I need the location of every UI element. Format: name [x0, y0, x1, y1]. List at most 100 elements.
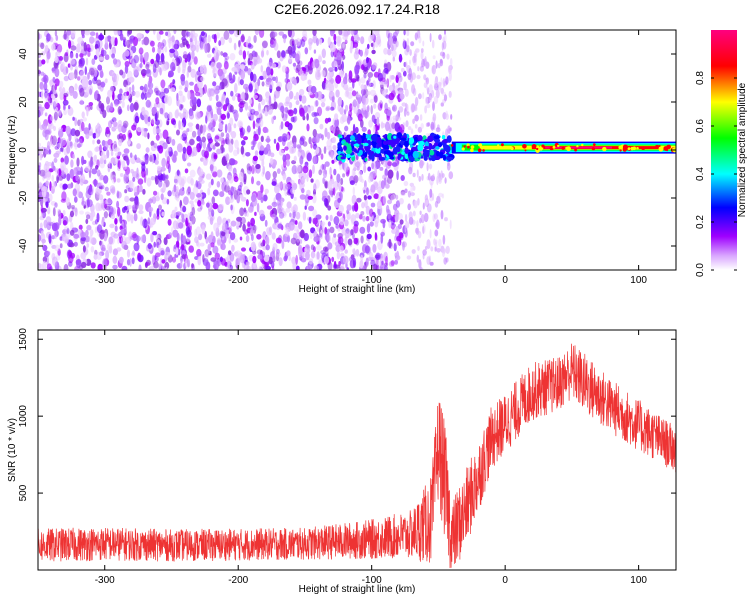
spectral-cell — [388, 85, 394, 92]
spectral-cell — [73, 167, 77, 176]
spectral-cell — [81, 200, 87, 206]
spectral-cell — [84, 30, 91, 36]
spectral-cell — [38, 70, 42, 75]
spectral-cell — [414, 114, 419, 122]
spectral-cell — [117, 151, 122, 156]
spectral-cell — [184, 168, 189, 174]
spectral-cell — [53, 157, 58, 163]
spectral-cell — [422, 226, 425, 234]
spectral-cell — [150, 176, 155, 181]
spectral-cell — [213, 153, 218, 158]
spectral-cell — [51, 222, 58, 232]
spectral-cell — [139, 160, 145, 165]
spectral-cell — [247, 221, 251, 227]
spectral-cell — [312, 129, 317, 138]
spectral-cell — [356, 197, 362, 203]
spectral-cell — [355, 248, 360, 257]
spectral-cell — [159, 107, 164, 115]
spectral-cell — [259, 118, 264, 128]
spectral-cell — [336, 52, 342, 61]
spectral-cell — [272, 171, 277, 179]
spectral-cell — [289, 90, 294, 100]
spectral-cell — [68, 105, 71, 110]
spectral-cell — [370, 257, 376, 262]
spectral-cell — [417, 143, 424, 152]
spectral-cell — [315, 245, 322, 251]
spectral-cell — [444, 30, 446, 35]
spectral-cell — [348, 87, 353, 92]
spectral-cell — [196, 135, 201, 142]
spectral-cell — [426, 138, 433, 143]
spectral-cell — [139, 63, 143, 68]
spectral-cell — [76, 157, 80, 167]
spectral-cell — [143, 115, 149, 123]
spectral-cell — [364, 62, 368, 68]
spectral-cell — [39, 222, 43, 230]
spectral-cell — [287, 30, 292, 38]
spectral-cell — [431, 64, 436, 75]
spectral-cell — [380, 218, 386, 224]
spectral-cell — [410, 128, 414, 135]
spectral-cell — [313, 236, 320, 243]
spectral-cell — [443, 257, 448, 265]
spectral-cell — [345, 104, 349, 112]
spectral-cell — [262, 231, 267, 241]
spectral-cell — [237, 93, 241, 103]
spectral-cell — [201, 224, 206, 235]
spectral-cell — [365, 215, 370, 222]
colorbar: 0.00.20.40.60.8 Normalized spectral ampl… — [695, 30, 748, 277]
spectral-cell — [437, 142, 443, 148]
spectral-cell — [226, 180, 230, 187]
spectral-cell — [46, 263, 52, 270]
spectral-cell — [434, 200, 439, 208]
spectral-cell — [298, 244, 303, 254]
spectral-cell — [262, 194, 268, 202]
spectral-cell — [268, 256, 273, 265]
spectral-cell — [212, 68, 218, 77]
spectral-cell — [592, 143, 596, 147]
spectral-cell — [421, 58, 426, 68]
spectral-cell — [73, 69, 78, 80]
spectral-cell — [337, 236, 344, 245]
spectral-cell — [50, 115, 54, 122]
spectral-cell — [66, 145, 71, 154]
spectral-cell — [406, 30, 410, 37]
spectral-cell — [121, 100, 125, 108]
spectral-cell — [311, 111, 318, 118]
spectral-cell — [66, 183, 73, 189]
spectral-cell — [261, 251, 266, 259]
spectral-cell — [173, 178, 178, 184]
spectral-cell — [199, 40, 204, 51]
spectral-cell — [442, 248, 446, 254]
spectral-cell — [176, 143, 183, 153]
spectral-cell — [401, 102, 407, 107]
spectral-cell — [107, 197, 112, 204]
spectral-cell — [428, 84, 433, 93]
spectral-cell — [302, 67, 307, 72]
spectral-cell — [101, 219, 105, 227]
spectral-cell — [52, 95, 56, 100]
spectral-cell — [216, 148, 222, 155]
spectral-cell — [84, 235, 90, 243]
spectrogram-y-label: Frequency (Hz) — [7, 116, 18, 185]
spectral-cell — [349, 256, 354, 263]
spectral-cell — [298, 145, 302, 154]
spectral-cell — [367, 72, 374, 78]
spectral-cell — [418, 93, 422, 100]
spectral-cell — [384, 102, 388, 111]
spectral-cell — [371, 162, 375, 170]
spectral-cell — [352, 186, 355, 196]
spectral-cell — [261, 158, 265, 167]
spectral-cell — [214, 142, 220, 147]
spectral-cell — [340, 156, 346, 160]
spectral-cell — [188, 125, 193, 132]
spectral-cell — [425, 96, 429, 105]
spectral-cell — [351, 194, 357, 205]
spectral-cell — [52, 76, 55, 85]
spectral-cell — [350, 214, 357, 224]
spectral-cell — [377, 143, 382, 148]
spectral-cell — [109, 223, 115, 229]
spectral-cell — [85, 57, 89, 66]
snr-y-label: SNR (10 * v/v) — [7, 418, 18, 482]
